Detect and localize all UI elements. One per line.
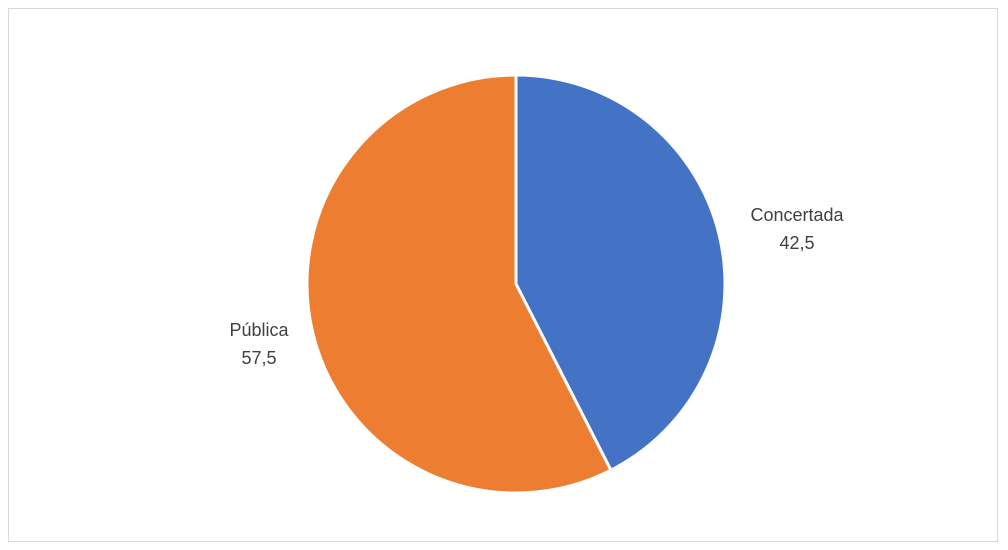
pie-slices xyxy=(307,75,725,493)
slice-label-name-publica: Pública xyxy=(229,320,289,340)
slice-label-value-publica: 57,5 xyxy=(241,348,276,368)
slice-label-value-concertada: 42,5 xyxy=(779,233,814,253)
slice-label-name-concertada: Concertada xyxy=(750,205,844,225)
